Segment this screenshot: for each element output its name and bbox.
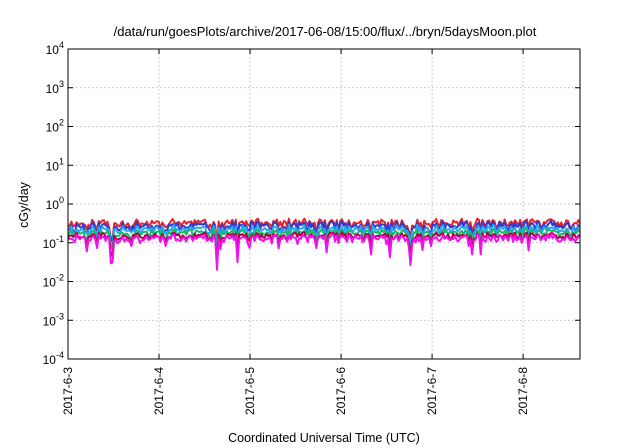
y-axis-label: cGy/day <box>17 181 31 228</box>
y-tick-label: 102 <box>46 118 64 135</box>
y-tick-label: 10-2 <box>43 273 64 290</box>
chart-title: /data/run/goesPlots/archive/2017-06-08/1… <box>114 24 537 39</box>
y-tick-label: 10-1 <box>43 234 64 251</box>
series-line <box>68 227 580 256</box>
series-line <box>68 231 580 265</box>
plot-area: 10-4 10-3 10-2 10-1 100 101 102 103 104 2017-6-3 2… <box>43 40 581 415</box>
x-tick-label: 2017-6-6 <box>334 367 348 415</box>
y-tick-label: 103 <box>46 79 64 96</box>
y-tick-label: 104 <box>46 40 64 57</box>
series-line <box>68 232 580 271</box>
x-axis-label: Coordinated Universal Time (UTC) <box>228 431 420 445</box>
x-tick-label: 2017-6-8 <box>516 367 530 415</box>
plot-frame <box>67 48 581 360</box>
y-tick-label: 10-3 <box>43 311 64 328</box>
x-tick-label: 2017-6-5 <box>243 367 257 415</box>
y-tick-label: 100 <box>46 195 64 212</box>
x-tick-label: 2017-6-7 <box>425 367 439 415</box>
y-tick-label: 101 <box>46 156 64 173</box>
x-tick-label: 2017-6-4 <box>152 367 166 415</box>
x-tick-label: 2017-6-3 <box>61 367 75 415</box>
y-tick-label: 10-4 <box>43 350 64 367</box>
